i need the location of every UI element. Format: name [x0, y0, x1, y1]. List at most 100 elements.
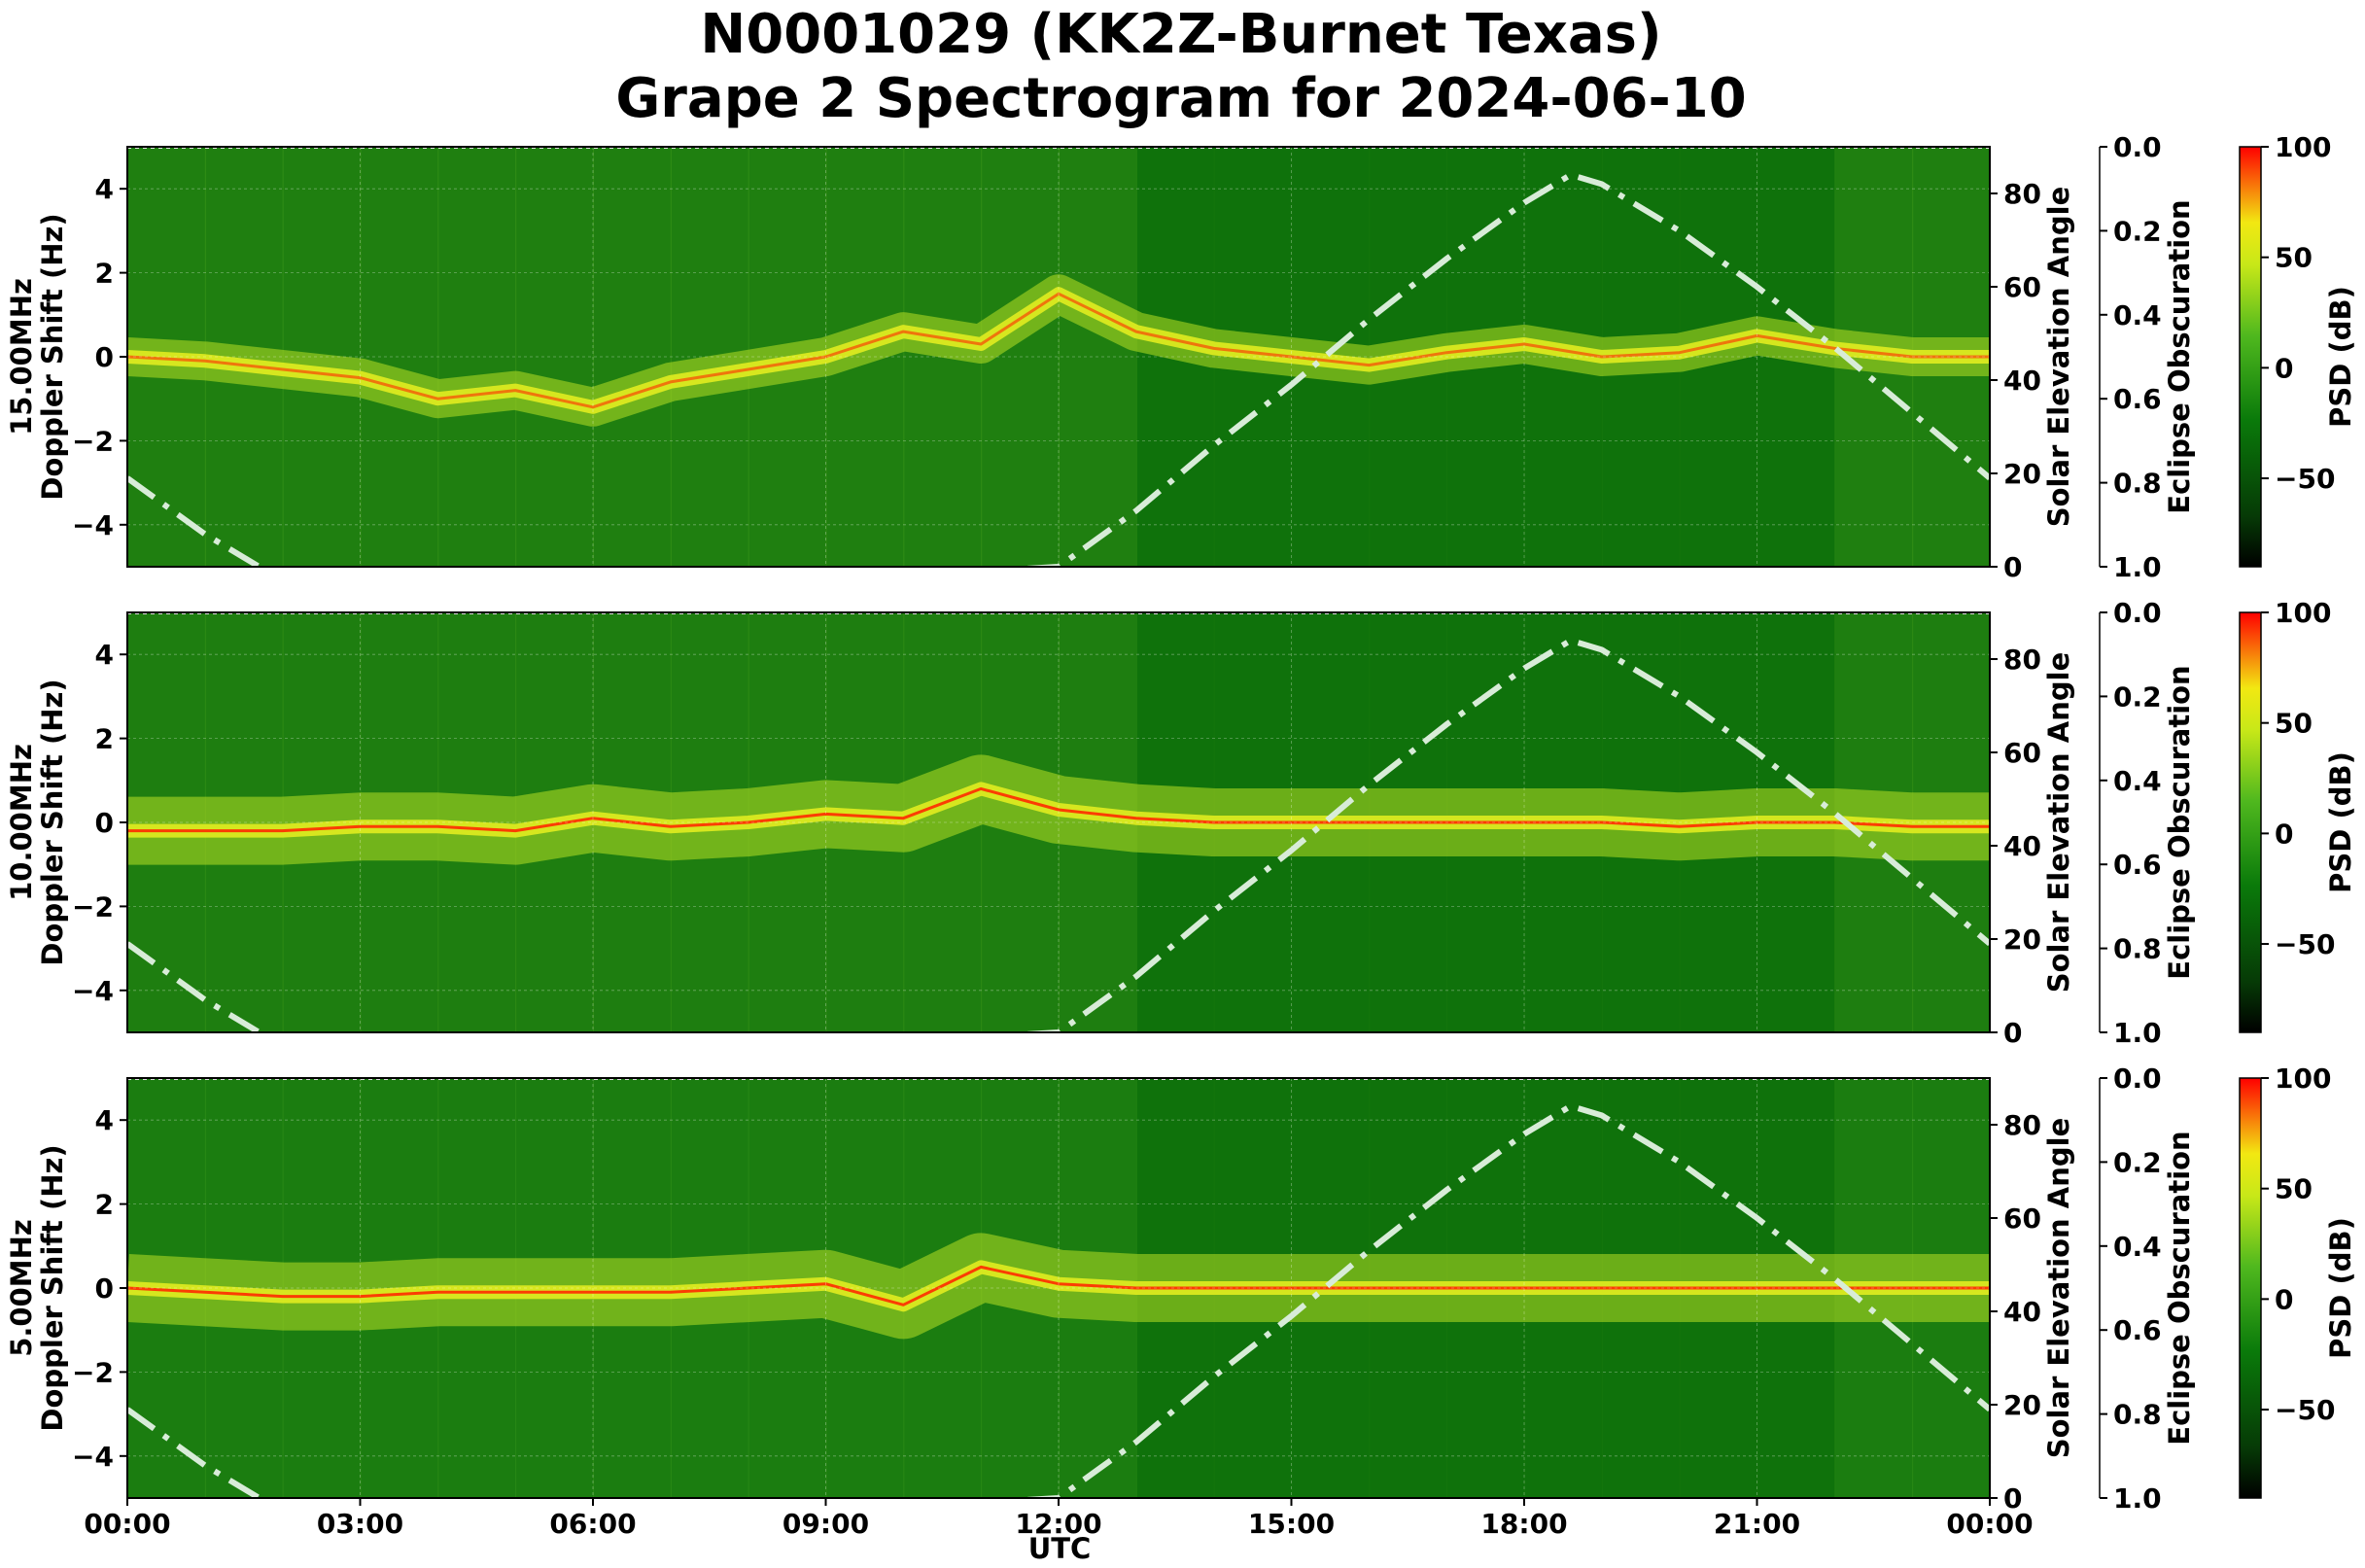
solar-tick-label: 20: [2003, 458, 2041, 490]
colorbar-tick-label: 0: [2275, 352, 2293, 384]
solar-tick-label: 80: [2003, 1109, 2041, 1141]
x-axis-label: UTC: [1028, 1532, 1092, 1565]
eclipse-tick-label: 0.8: [2113, 468, 2162, 500]
solar-axis-label: Solar Elevation Angle: [2042, 187, 2075, 528]
x-tick-label: 21:00: [1714, 1508, 1800, 1540]
x-tick-label: 15:00: [1248, 1508, 1335, 1540]
x-tick-label: 06:00: [549, 1508, 636, 1540]
solar-tick-label: 20: [2003, 1389, 2041, 1421]
solar-tick-label: 20: [2003, 923, 2041, 956]
eclipse-tick-label: 0.2: [2113, 680, 2162, 713]
eclipse-tick-label: 0.8: [2113, 933, 2162, 965]
plot-area: [127, 147, 1990, 567]
eclipse-tick-label: 0.0: [2113, 1063, 2162, 1095]
y-tick-label: 2: [95, 723, 114, 755]
colorbar-label: PSD (dB): [2324, 751, 2357, 893]
y-tick-label: −2: [72, 890, 114, 923]
eclipse-tick-label: 0.6: [2113, 849, 2162, 881]
eclipse-tick-label: 1.0: [2113, 551, 2162, 583]
doppler-trace: [127, 786, 1990, 833]
x-tick-label: 09:00: [783, 1508, 869, 1540]
y-tick-label: −2: [72, 1356, 114, 1388]
solar-elevation-curve: [127, 171, 1990, 567]
colorbar-tick-label: 0: [2275, 818, 2293, 850]
solar-tick-label: 60: [2003, 737, 2041, 769]
eclipse-tick-label: 0.0: [2113, 131, 2162, 163]
x-tick-label: 12:00: [1015, 1508, 1101, 1540]
x-tick-label: 00:00: [1946, 1508, 2033, 1540]
colorbar-tick-label: 100: [2275, 597, 2331, 629]
noise-column: [593, 147, 672, 567]
plot-area: [127, 1078, 1990, 1498]
chart-title-line-1: N0001029 (KK2Z-Burnet Texas): [700, 3, 1661, 66]
y-tick-label: 4: [95, 173, 114, 205]
colorbar-tick-label: −50: [2275, 463, 2335, 495]
colorbar-tick-label: 50: [2275, 1173, 2313, 1205]
y-tick-label: 0: [95, 341, 114, 373]
solar-axis-label: Solar Elevation Angle: [2042, 1118, 2075, 1459]
eclipse-tick-label: 1.0: [2113, 1017, 2162, 1049]
y-tick-label: −4: [72, 975, 114, 1007]
doppler-trace: [127, 292, 1990, 409]
y-tick-label: 4: [95, 1104, 114, 1136]
eclipse-axis-label: Eclipse Obscuration: [2163, 665, 2196, 979]
noise-column: [1059, 147, 1137, 567]
colorbar-tick-label: 100: [2275, 1063, 2331, 1095]
plot-area: [127, 612, 1990, 1032]
y-tick-label: 2: [95, 258, 114, 290]
eclipse-axis-label: Eclipse Obscuration: [2163, 199, 2196, 513]
colorbar-tick-label: 50: [2275, 708, 2313, 740]
x-tick-label: 18:00: [1480, 1508, 1567, 1540]
noise-column: [515, 147, 594, 567]
solar-tick-label: 60: [2003, 271, 2041, 303]
y-axis-label-frequency: 15.00MHz: [5, 278, 38, 436]
colorbar-tick-label: 0: [2275, 1283, 2293, 1315]
eclipse-tick-label: 1.0: [2113, 1482, 2162, 1515]
colorbar-label: PSD (dB): [2324, 286, 2357, 428]
colorbar-tick-label: 50: [2275, 242, 2313, 274]
y-tick-label: 4: [95, 639, 114, 671]
y-axis-label: Doppler Shift (Hz): [36, 213, 69, 500]
colorbar: [2239, 1077, 2262, 1499]
y-axis-label: Doppler Shift (Hz): [36, 679, 69, 965]
colorbar: [2239, 611, 2262, 1033]
eclipse-tick-label: 0.8: [2113, 1399, 2162, 1431]
y-tick-label: −4: [72, 509, 114, 541]
x-tick-label: 03:00: [317, 1508, 403, 1540]
colorbar-tick-label: −50: [2275, 1394, 2335, 1426]
solar-tick-label: 60: [2003, 1202, 2041, 1235]
eclipse-axis-label: Eclipse Obscuration: [2163, 1131, 2196, 1445]
y-tick-label: −2: [72, 425, 114, 457]
eclipse-tick-label: 0.2: [2113, 1146, 2162, 1178]
y-axis-label: Doppler Shift (Hz): [36, 1144, 69, 1431]
colorbar-tick-label: −50: [2275, 928, 2335, 960]
solar-tick-label: 80: [2003, 178, 2041, 210]
solar-elevation-curve: [127, 1102, 1990, 1498]
doppler-trace: [127, 1265, 1990, 1307]
eclipse-tick-label: 0.2: [2113, 215, 2162, 247]
solar-tick-label: 0: [2003, 551, 2022, 583]
y-axis-label-frequency: 5.00MHz: [5, 1219, 38, 1357]
eclipse-tick-label: 0.4: [2113, 765, 2162, 797]
solar-tick-label: 40: [2003, 830, 2041, 862]
chart-title-line-2: Grape 2 Spectrogram for 2024-06-10: [615, 67, 1746, 130]
solar-axis-label: Solar Elevation Angle: [2042, 652, 2075, 993]
x-tick-label: 00:00: [84, 1508, 170, 1540]
eclipse-tick-label: 0.6: [2113, 1314, 2162, 1346]
y-tick-label: 0: [95, 807, 114, 839]
noise-column: [437, 147, 517, 567]
solar-tick-label: 0: [2003, 1482, 2022, 1515]
eclipse-tick-label: 0.6: [2113, 383, 2162, 415]
y-tick-label: 2: [95, 1189, 114, 1221]
y-tick-label: −4: [72, 1441, 114, 1473]
eclipse-tick-label: 0.4: [2113, 299, 2162, 331]
eclipse-tick-label: 0.0: [2113, 597, 2162, 629]
solar-tick-label: 80: [2003, 644, 2041, 676]
y-tick-label: 0: [95, 1272, 114, 1305]
y-axis-label-frequency: 10.00MHz: [5, 744, 38, 901]
